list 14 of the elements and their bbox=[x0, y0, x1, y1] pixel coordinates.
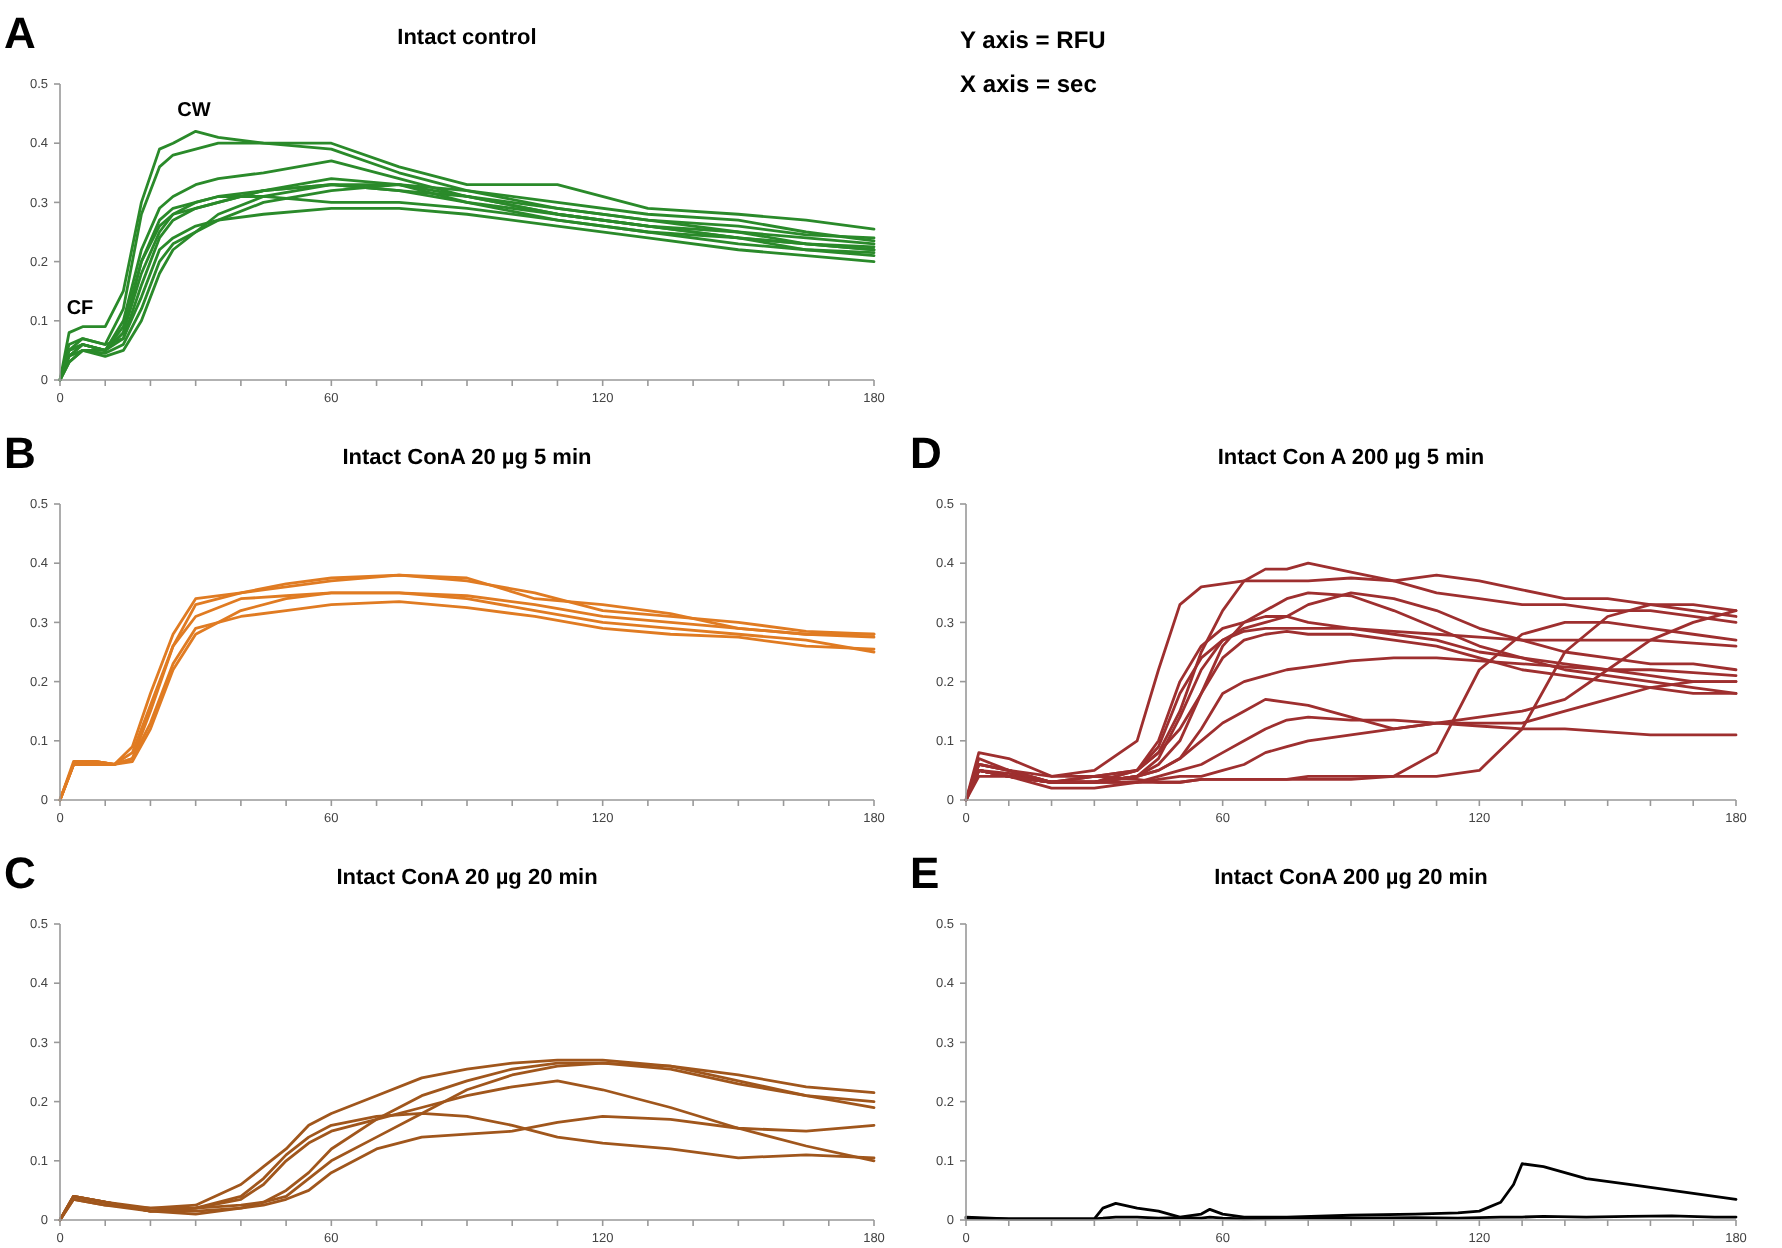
text: Y axis = RFU bbox=[960, 26, 1106, 54]
text: E bbox=[910, 848, 940, 898]
chart-title: Intact ConA 20 µg 20 min bbox=[336, 866, 599, 890]
text: C bbox=[4, 848, 36, 898]
text: B bbox=[4, 428, 36, 478]
annotation: CF bbox=[66, 298, 94, 320]
text: X axis = sec bbox=[960, 70, 1098, 98]
annotation: CW bbox=[177, 100, 212, 122]
text: D bbox=[910, 428, 942, 478]
text: A bbox=[4, 8, 36, 58]
chart-title: Intact ConA 200 µg 20 min bbox=[1214, 866, 1489, 890]
chart-title: Intact Con A 200 µg 5 min bbox=[1217, 446, 1485, 470]
chart-title: Intact control bbox=[397, 26, 537, 50]
chart-title: Intact ConA 20 µg 5 min bbox=[342, 446, 593, 470]
